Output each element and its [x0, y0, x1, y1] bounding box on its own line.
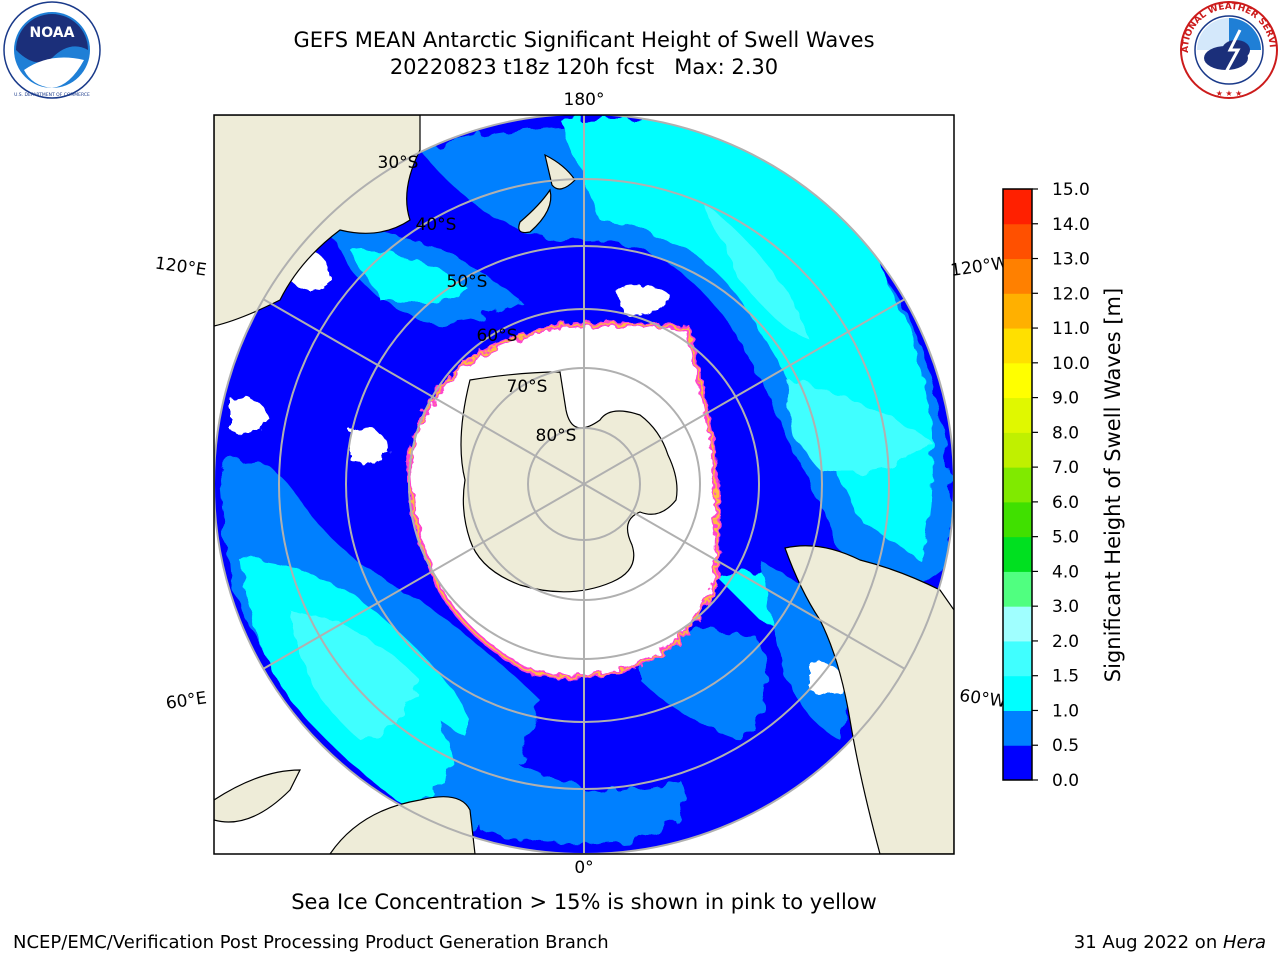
colorbar-tick-label: 8.0	[1052, 423, 1079, 443]
lat-label-70s: 70°S	[507, 377, 548, 397]
colorbar-tick-label: 6.0	[1052, 493, 1079, 513]
colorbar-segment	[1003, 467, 1032, 503]
colorbar-segment	[1003, 223, 1032, 260]
colorbar-tick-label: 9.0	[1052, 389, 1079, 409]
colorbar-tick-label: 7.0	[1052, 458, 1079, 478]
lat-label-40s: 40°S	[416, 215, 457, 235]
colorbar-tick-label: 13.0	[1052, 250, 1090, 270]
colorbar-tick-label: 11.0	[1052, 319, 1090, 339]
colorbar-tick-label: 12.0	[1052, 284, 1090, 304]
colorbar-frame	[1002, 188, 1033, 781]
lon-label-0: 0°	[574, 858, 593, 878]
colorbar-tick-label: 0.5	[1052, 736, 1079, 756]
lon-label-120e: 120°E	[154, 254, 208, 281]
map-frame	[213, 114, 955, 855]
lat-label-30s: 30°S	[378, 153, 419, 173]
land	[214, 115, 954, 854]
colorbar-segment	[1003, 432, 1032, 468]
colorbar-segment	[1003, 293, 1032, 329]
colorbar-tick-label: 4.0	[1052, 562, 1079, 582]
footer-date: 31 Aug 2022 on Hera	[1074, 932, 1266, 953]
colorbar-segment	[1003, 258, 1032, 294]
colorbar-segment	[1003, 640, 1032, 677]
lon-label-60w: 60°W	[958, 686, 1007, 712]
colorbar-segment	[1003, 501, 1032, 538]
footer-credit: NCEP/EMC/Verification Post Processing Pr…	[13, 932, 609, 953]
colorbar-segment	[1003, 571, 1032, 607]
colorbar-segment	[1003, 606, 1032, 642]
colorbar-tick-label: 14.0	[1052, 215, 1090, 235]
new-zealand-south	[518, 188, 552, 234]
lat-label-50s: 50°S	[447, 272, 488, 292]
australia	[214, 115, 421, 327]
footer-machine: Hera	[1222, 932, 1266, 953]
colorbar-segment	[1003, 536, 1032, 572]
noaa-logo: NOAA U.S. DEPARTMENT OF COMMERCE	[3, 1, 101, 99]
sea-ice-note: Sea Ice Concentration > 15% is shown in …	[291, 890, 877, 914]
nws-logo: NATIONAL WEATHER SERVICE ★ ★ ★	[1178, 0, 1278, 99]
southern-africa	[329, 796, 476, 854]
colorbar-tick-label: 3.0	[1052, 597, 1079, 617]
svg-text:★ ★ ★: ★ ★ ★	[1216, 89, 1243, 98]
colorbar-tick-label: 5.0	[1052, 528, 1079, 548]
chart-subtitle: 20220823 t18z 120h fcst Max: 2.30	[389, 55, 779, 79]
svg-text:U.S. DEPARTMENT OF COMMERCE: U.S. DEPARTMENT OF COMMERCE	[14, 92, 90, 98]
colorbar-label: Significant Height of Swell Waves [m]	[1101, 288, 1125, 682]
chart-title: GEFS MEAN Antarctic Significant Height o…	[293, 28, 875, 52]
svg-text:NOAA: NOAA	[30, 25, 75, 41]
lat-label-80s: 80°S	[536, 426, 577, 446]
colorbar-segment	[1003, 397, 1032, 433]
graticule	[214, 115, 954, 854]
colorbar-segment	[1003, 710, 1032, 746]
colorbar-tick-label: 1.0	[1052, 701, 1079, 721]
colorbar-segment	[1003, 362, 1032, 399]
lon-label-180: 180°	[564, 90, 605, 110]
lon-label-120w: 120°W	[949, 253, 1009, 281]
colorbar-segment	[1003, 189, 1032, 225]
lon-label-60e: 60°E	[165, 688, 208, 713]
colorbar-tick-label: 2.0	[1052, 632, 1079, 652]
colorbar-tick-label: 0.0	[1052, 771, 1079, 791]
colorbar-segment	[1003, 745, 1032, 781]
colorbar-tick-label: 1.5	[1052, 667, 1079, 687]
footer-date-text: 31 Aug 2022 on	[1073, 932, 1223, 953]
colorbar-tick-label: 10.0	[1052, 354, 1090, 374]
lat-label-60s: 60°S	[477, 326, 518, 346]
africa	[214, 769, 301, 823]
antarctica	[460, 371, 678, 593]
colorbar: 0.0 0.5 1.0 1.5 2.0 3.0 4.0 5.0 6.0 7.0 8.0 9.0 10.0…	[1002, 180, 1090, 791]
colorbar-segment	[1003, 328, 1032, 364]
colorbar-tick-label: 15.0	[1052, 180, 1090, 200]
colorbar-segment	[1003, 675, 1032, 711]
